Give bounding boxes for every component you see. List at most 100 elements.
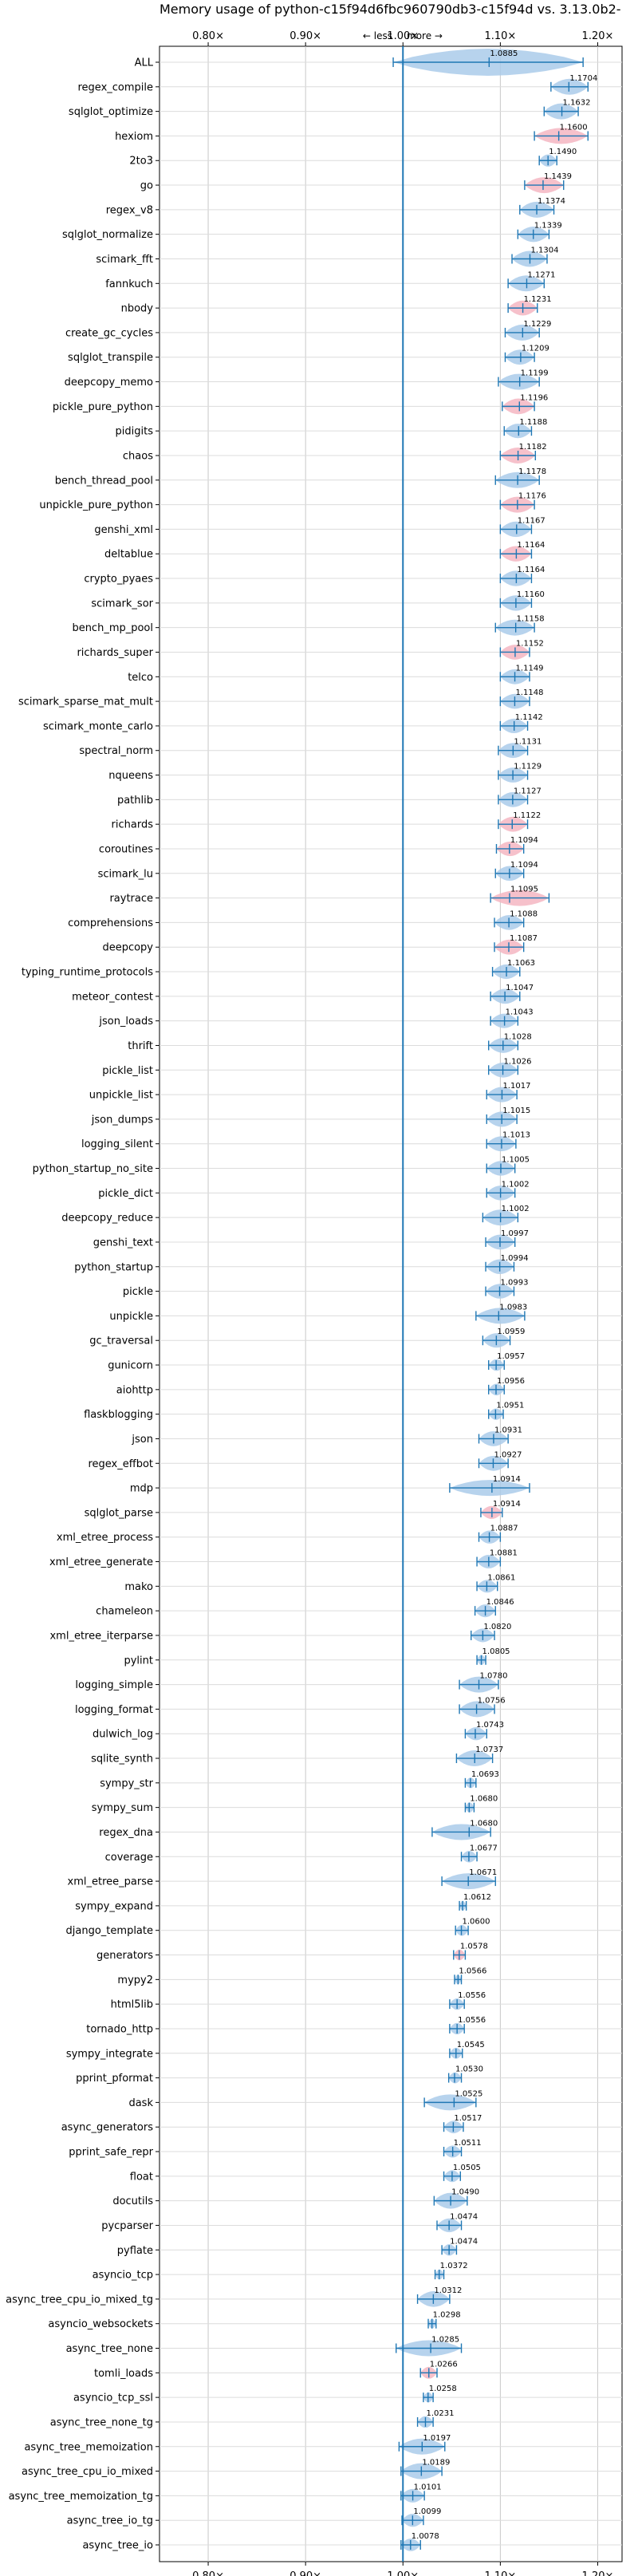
value-label: 1.1122: [513, 811, 541, 820]
value-label: 1.1149: [516, 664, 544, 673]
category-label: go: [140, 180, 153, 192]
category-label: async_tree_memoization_tg: [9, 2491, 153, 2503]
value-label: 1.0914: [493, 1475, 521, 1484]
value-label: 1.0298: [433, 2311, 461, 2320]
value-label: 1.0505: [453, 2164, 481, 2172]
value-label: 1.1002: [502, 1180, 530, 1189]
value-label: 1.1013: [502, 1131, 530, 1140]
category-label: sqlite_synth: [91, 1753, 153, 1765]
category-label: xml_etree_process: [57, 1532, 153, 1544]
value-label: 1.0556: [458, 1991, 486, 2000]
x-tick-label-top: 1.10×: [484, 30, 516, 42]
category-label: sympy_expand: [75, 1900, 153, 1912]
value-label: 1.1164: [517, 566, 545, 574]
category-label: async_tree_cpu_io_mixed_tg: [6, 2294, 153, 2306]
value-label: 1.1002: [502, 1205, 530, 1213]
value-label: 1.1176: [518, 492, 546, 501]
category-label: sqlglot_normalize: [62, 229, 153, 241]
grid-lines: [160, 46, 622, 2562]
value-label: 1.1043: [506, 1008, 534, 1017]
category-label: async_generators: [61, 2122, 154, 2134]
value-label: 1.0914: [493, 1500, 521, 1509]
value-label: 1.0312: [434, 2286, 462, 2295]
category-label: unpickle_list: [89, 1090, 153, 1102]
category-label: deepcopy_memo: [65, 377, 153, 389]
value-label: 1.0959: [497, 1327, 525, 1336]
category-label: xml_etree_parse: [68, 1876, 153, 1888]
value-label: 1.0680: [470, 1795, 498, 1804]
category-label: dulwich_log: [93, 1729, 153, 1741]
category-label: async_tree_memoization: [24, 2441, 153, 2453]
value-label: 1.0372: [440, 2262, 468, 2270]
plot-area: [159, 45, 623, 2562]
category-label: scimark_sparse_mat_mult: [18, 696, 153, 708]
value-label: 1.1094: [510, 836, 538, 845]
value-label: 1.0474: [450, 2237, 478, 2246]
category-label: pprint_pformat: [76, 2073, 153, 2085]
value-label: 1.0600: [463, 1918, 490, 1927]
category-label: richards: [112, 819, 154, 831]
value-label: 1.1026: [504, 1057, 532, 1066]
category-label: float: [130, 2171, 153, 2183]
value-label: 1.0743: [476, 1721, 504, 1730]
category-label: sympy_integrate: [66, 2048, 153, 2060]
value-label: 1.1017: [502, 1082, 530, 1091]
category-label: logging_format: [75, 1704, 153, 1716]
value-label: 1.1178: [518, 467, 546, 476]
value-label: 1.0951: [496, 1402, 524, 1410]
category-label: deepcopy_reduce: [61, 1213, 153, 1225]
category-label: json_loads: [98, 1016, 153, 1028]
category-label: create_gc_cycles: [65, 327, 153, 339]
category-label: asyncio_tcp_ssl: [73, 2393, 153, 2404]
x-tick-label-bottom: 0.90×: [289, 2570, 321, 2576]
category-label: deltablue: [104, 549, 153, 561]
value-label: 1.1127: [514, 787, 542, 795]
category-label: docutils: [112, 2195, 153, 2207]
category-label: pyflate: [117, 2245, 153, 2257]
category-label: generators: [96, 1950, 153, 1962]
category-label: async_tree_io: [82, 2540, 153, 2552]
category-label: genshi_text: [93, 1237, 153, 1249]
value-label: 1.1015: [502, 1107, 530, 1115]
value-label: 1.0957: [497, 1352, 525, 1361]
value-label: 1.1047: [506, 984, 534, 992]
value-label: 1.1087: [510, 934, 538, 943]
category-label: hexiom: [115, 131, 153, 143]
category-label: tomli_loads: [94, 2368, 153, 2380]
value-label: 1.0490: [451, 2188, 479, 2197]
category-label: genshi_xml: [94, 524, 153, 536]
value-label: 1.1164: [517, 541, 545, 550]
category-label: unpickle_pure_python: [39, 499, 153, 511]
annotation-less: ← less: [363, 30, 392, 41]
value-label: 1.1231: [524, 295, 552, 304]
category-label: async_tree_cpu_io_mixed: [22, 2466, 153, 2478]
value-label: 1.1199: [521, 369, 549, 378]
category-label: meteor_contest: [72, 991, 153, 1003]
value-label: 1.1490: [549, 148, 577, 156]
value-label: 1.1196: [520, 393, 548, 402]
category-label: bench_mp_pool: [72, 622, 153, 634]
category-label: sqlglot_optimize: [69, 106, 153, 118]
category-label: thrift: [128, 1040, 153, 1052]
value-label: 1.0517: [454, 2114, 482, 2123]
value-label: 1.0956: [497, 1377, 525, 1386]
value-label: 1.0994: [501, 1254, 529, 1263]
value-label: 1.1142: [515, 713, 543, 722]
value-label: 1.0861: [487, 1573, 515, 1582]
value-label: 1.0820: [483, 1623, 511, 1631]
value-label: 1.1167: [518, 516, 545, 525]
category-label: sympy_sum: [92, 1802, 153, 1814]
category-label: nqueens: [108, 770, 153, 782]
category-label: scimark_sor: [91, 598, 153, 609]
value-label: 1.0881: [490, 1549, 518, 1558]
value-label: 1.0566: [459, 1967, 486, 1975]
value-label: 1.0677: [470, 1844, 498, 1852]
value-label: 1.1439: [544, 172, 572, 181]
category-label: regex_effbot: [88, 1458, 153, 1470]
category-label: nbody: [121, 303, 154, 315]
category-label: python_startup_no_site: [33, 1163, 153, 1175]
value-label: 1.0612: [463, 1893, 491, 1902]
category-label: xml_etree_generate: [49, 1556, 153, 1568]
value-label: 1.1229: [523, 320, 551, 329]
